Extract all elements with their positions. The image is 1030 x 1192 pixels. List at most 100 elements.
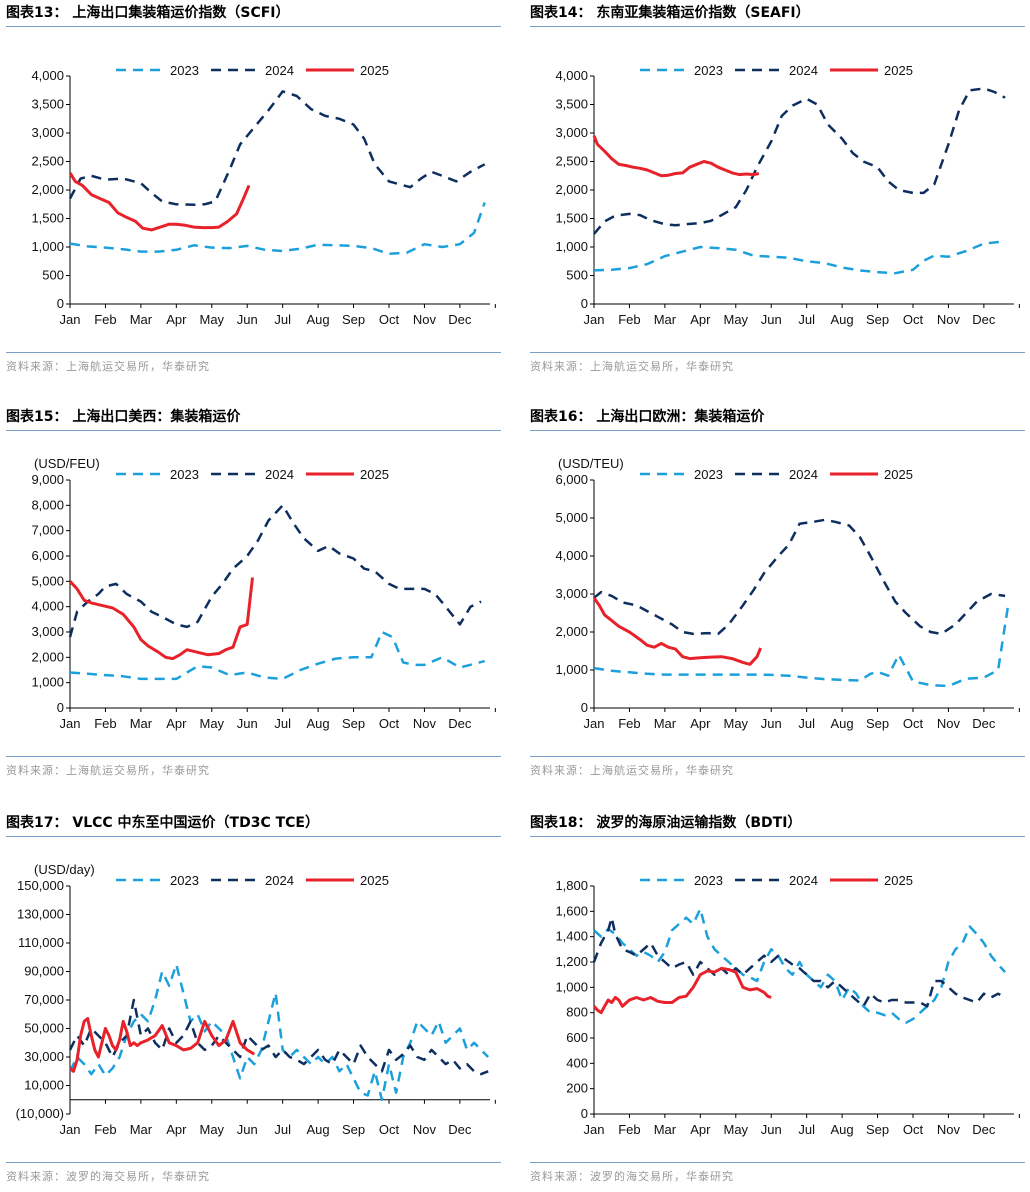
y-tick-label: 2,500	[555, 154, 588, 169]
x-tick-label: Feb	[94, 312, 116, 327]
x-tick-label: Nov	[937, 716, 961, 731]
x-tick-label: Sep	[866, 1122, 889, 1137]
x-tick-label: Jun	[237, 716, 258, 731]
chart-seafi: 0 500 1,000 1,500 2,000 2,500 3,000 3,500 4,000 J…	[555, 63, 1020, 327]
legend-label: 2024	[789, 63, 818, 78]
legend-label: 2024	[265, 63, 294, 78]
y-tick-label: 8,000	[31, 497, 64, 512]
x-tick-label: Jun	[761, 312, 782, 327]
x-tick-label: Oct	[379, 716, 400, 731]
x-tick-label: Sep	[866, 716, 889, 731]
x-tick-label: Oct	[379, 1122, 400, 1137]
x-tick-label: Jan	[60, 716, 81, 731]
chart-title: 图表16： 上海出口欧洲：集装箱运价	[530, 409, 765, 425]
x-tick-label: Jan	[60, 312, 81, 327]
y-tick-label: 1,000	[31, 675, 64, 690]
y-tick-label: 2,000	[555, 624, 588, 639]
legend-label: 2025	[884, 63, 913, 78]
y-tick-label: 200	[566, 1081, 588, 1096]
y-tick-label: 3,000	[31, 125, 64, 140]
y-tick-label: 110,000	[18, 935, 64, 950]
panel-vlcc: 图表17： VLCC 中东至中国运价（TD3C TCE） (10,000) 10,…	[6, 812, 501, 1192]
source-rule	[530, 352, 1025, 353]
x-tick-label: Jul	[274, 716, 291, 731]
source-note: 资料来源：上海航运交易所，华泰研究	[530, 360, 734, 373]
legend-label: 2023	[170, 873, 199, 888]
series-line-2023	[593, 907, 1007, 1025]
series-line-2023	[68, 963, 490, 1102]
y-tick-label: 1,500	[555, 211, 588, 226]
y-tick-label: 400	[566, 1055, 588, 1070]
series-line-2025	[592, 135, 760, 178]
title-rule	[530, 430, 1025, 431]
y-tick-label: 3,000	[555, 125, 588, 140]
x-tick-label: Jul	[798, 716, 815, 731]
y-tick-label: 2,500	[31, 154, 64, 169]
series-line-2023	[593, 601, 1010, 688]
y-tick-label: 4,000	[31, 599, 64, 614]
y-tick-label: 10,000	[24, 1078, 64, 1093]
x-tick-label: Aug	[307, 312, 330, 327]
x-tick-label: Sep	[866, 312, 889, 327]
y-tick-label: 2,000	[31, 649, 64, 664]
x-tick-label: Jun	[237, 312, 258, 327]
title-rule	[530, 26, 1025, 27]
x-tick-label: Oct	[903, 1122, 924, 1137]
x-tick-label: Aug	[831, 1122, 854, 1137]
y-tick-label: 1,000	[31, 239, 64, 254]
y-tick-label: 1,800	[555, 878, 588, 893]
x-tick-label: Jul	[274, 312, 291, 327]
source-note: 资料来源：上海航运交易所，华泰研究	[530, 764, 734, 777]
title-rule	[6, 26, 501, 27]
source-rule	[6, 1162, 501, 1163]
panel-bdti: 图表18： 波罗的海原油运输指数（BDTI） 0 200 400 600 800 1,00…	[530, 812, 1025, 1192]
y-tick-label: 3,000	[555, 586, 588, 601]
y-tick-label: 500	[566, 268, 588, 283]
legend-label: 2025	[884, 873, 913, 888]
source-rule	[530, 1162, 1025, 1163]
x-tick-label: Jan	[584, 1122, 605, 1137]
y-unit-label: (USD/TEU)	[558, 456, 624, 471]
chart-title: 图表18： 波罗的海原油运输指数（BDTI）	[530, 815, 802, 831]
x-tick-label: May	[723, 716, 748, 731]
series-line-2025	[68, 577, 254, 661]
y-tick-label: 3,500	[555, 97, 588, 112]
x-tick-label: Dec	[972, 1122, 996, 1137]
series-line-2024	[593, 518, 1006, 636]
x-tick-label: Feb	[94, 1122, 116, 1137]
legend-label: 2025	[360, 63, 389, 78]
y-unit-label: (USD/day)	[34, 862, 95, 877]
y-tick-label: 90,000	[24, 964, 64, 979]
legend-label: 2024	[789, 873, 818, 888]
series-line-2025	[69, 1017, 256, 1073]
panel-sh-eu: 图表16： 上海出口欧洲：集装箱运价 0 1,000 2,000 3,000 4,000…	[530, 406, 1025, 786]
y-tick-label: 1,000	[555, 239, 588, 254]
x-tick-label: Nov	[937, 1122, 961, 1137]
y-tick-label: 1,400	[555, 929, 588, 944]
source-note: 资料来源：波罗的海交易所，华泰研究	[6, 1170, 210, 1183]
y-tick-label: 7,000	[31, 523, 64, 538]
source-rule	[6, 352, 501, 353]
x-tick-label: Jun	[761, 716, 782, 731]
y-tick-label: 1,600	[555, 903, 588, 918]
panel-sh-usw: 图表15： 上海出口美西：集装箱运价 0 1,000 2,000 3,000 4,000…	[6, 406, 501, 786]
x-tick-label: May	[723, 312, 748, 327]
panel-scfi: 图表13： 上海出口集装箱运价指数（SCFI） 0 500 1,000 1,500 2,…	[6, 2, 501, 382]
series-line-2024	[68, 90, 486, 207]
x-tick-label: Nov	[413, 1122, 437, 1137]
chart-title: 图表13： 上海出口集装箱运价指数（SCFI）	[6, 5, 290, 21]
y-tick-label: 2,000	[555, 182, 588, 197]
x-tick-label: Dec	[448, 312, 472, 327]
legend-label: 2023	[170, 467, 199, 482]
x-tick-label: May	[723, 1122, 748, 1137]
x-tick-label: Feb	[618, 716, 640, 731]
chart-title: 图表17： VLCC 中东至中国运价（TD3C TCE）	[6, 815, 319, 831]
y-tick-label: 800	[566, 1005, 588, 1020]
x-tick-label: Mar	[130, 1122, 153, 1137]
title-rule	[530, 836, 1025, 837]
legend-label: 2025	[884, 467, 913, 482]
y-tick-label: 5,000	[555, 510, 588, 525]
series-line-2025	[68, 172, 251, 232]
x-tick-label: Apr	[166, 312, 187, 327]
y-tick-label: 50,000	[24, 1021, 64, 1036]
